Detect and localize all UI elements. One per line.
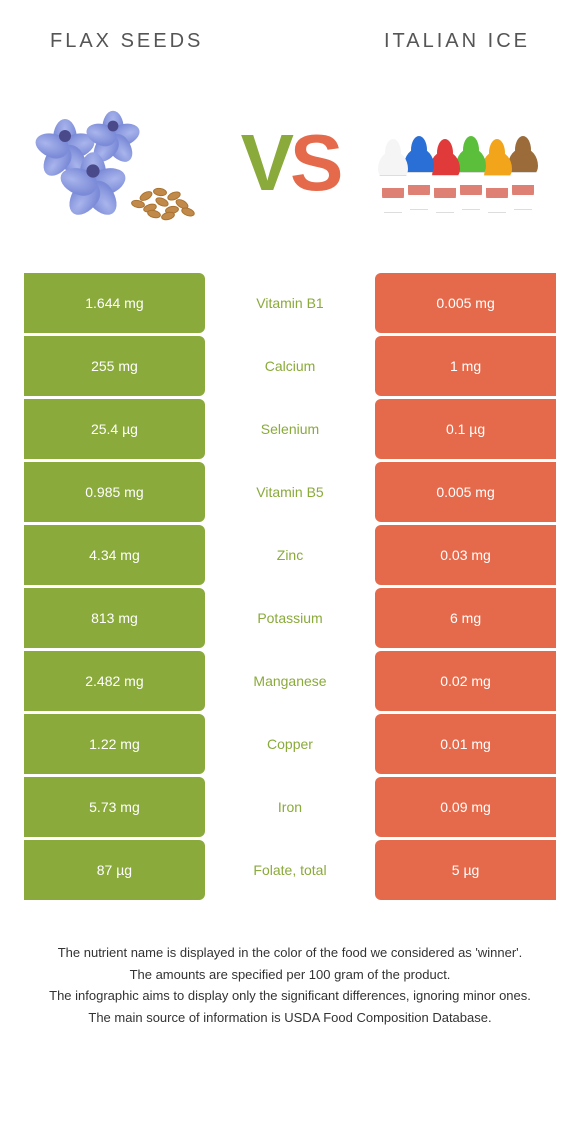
hero: VS .sw0::before,.sw0::after{background:#… [0, 73, 580, 273]
right-value: 0.09 mg [375, 777, 556, 837]
left-value: 87 µg [24, 840, 205, 900]
table-row: 2.482 mgManganese0.02 mg [24, 651, 556, 711]
footer-notes: The nutrient name is displayed in the co… [0, 903, 580, 1049]
flax-illustration [20, 83, 210, 243]
right-value: 0.01 mg [375, 714, 556, 774]
table-row: 813 mgPotassium6 mg [24, 588, 556, 648]
nutrient-name: Potassium [205, 588, 375, 648]
left-value: 4.34 mg [24, 525, 205, 585]
nutrient-name: Zinc [205, 525, 375, 585]
left-value: 5.73 mg [24, 777, 205, 837]
comparison-table: 1.644 mgVitamin B10.005 mg255 mgCalcium1… [0, 273, 580, 900]
right-value: 1 mg [375, 336, 556, 396]
nutrient-name: Vitamin B5 [205, 462, 375, 522]
table-row: 255 mgCalcium1 mg [24, 336, 556, 396]
vs-v: V [241, 118, 290, 207]
right-value: 0.02 mg [375, 651, 556, 711]
table-row: 25.4 µgSelenium0.1 µg [24, 399, 556, 459]
left-value: 255 mg [24, 336, 205, 396]
right-food-title: ITALIAN ICE [384, 30, 530, 53]
nutrient-name: Selenium [205, 399, 375, 459]
seeds-pile [125, 164, 205, 224]
header: FLAX SEEDS ITALIAN ICE [0, 0, 580, 73]
right-value: 0.005 mg [375, 462, 556, 522]
table-row: 4.34 mgZinc0.03 mg [24, 525, 556, 585]
footer-line: The amounts are specified per 100 gram o… [30, 965, 550, 985]
footer-line: The infographic aims to display only the… [30, 986, 550, 1006]
left-value: 813 mg [24, 588, 205, 648]
table-row: 1.644 mgVitamin B10.005 mg [24, 273, 556, 333]
vs-label: VS [241, 117, 340, 209]
table-row: 87 µgFolate, total5 µg [24, 840, 556, 900]
footer-line: The main source of information is USDA F… [30, 1008, 550, 1028]
left-food-title: FLAX SEEDS [50, 30, 203, 53]
ice-cup: .sw0::before,.sw0::after{background:#f5f… [375, 141, 411, 213]
right-value: 0.005 mg [375, 273, 556, 333]
nutrient-name: Folate, total [205, 840, 375, 900]
nutrient-name: Copper [205, 714, 375, 774]
right-value: 0.1 µg [375, 399, 556, 459]
table-row: 1.22 mgCopper0.01 mg [24, 714, 556, 774]
left-value: 25.4 µg [24, 399, 205, 459]
table-row: 0.985 mgVitamin B50.005 mg [24, 462, 556, 522]
left-value: 1.22 mg [24, 714, 205, 774]
right-value: 6 mg [375, 588, 556, 648]
italian-ice-illustration: .sw0::before,.sw0::after{background:#f5f… [370, 83, 560, 243]
nutrient-name: Iron [205, 777, 375, 837]
nutrient-name: Calcium [205, 336, 375, 396]
left-value: 2.482 mg [24, 651, 205, 711]
left-value: 0.985 mg [24, 462, 205, 522]
nutrient-name: Manganese [205, 651, 375, 711]
left-value: 1.644 mg [24, 273, 205, 333]
vs-s: S [290, 118, 339, 207]
table-row: 5.73 mgIron0.09 mg [24, 777, 556, 837]
footer-line: The nutrient name is displayed in the co… [30, 943, 550, 963]
right-value: 5 µg [375, 840, 556, 900]
right-value: 0.03 mg [375, 525, 556, 585]
nutrient-name: Vitamin B1 [205, 273, 375, 333]
